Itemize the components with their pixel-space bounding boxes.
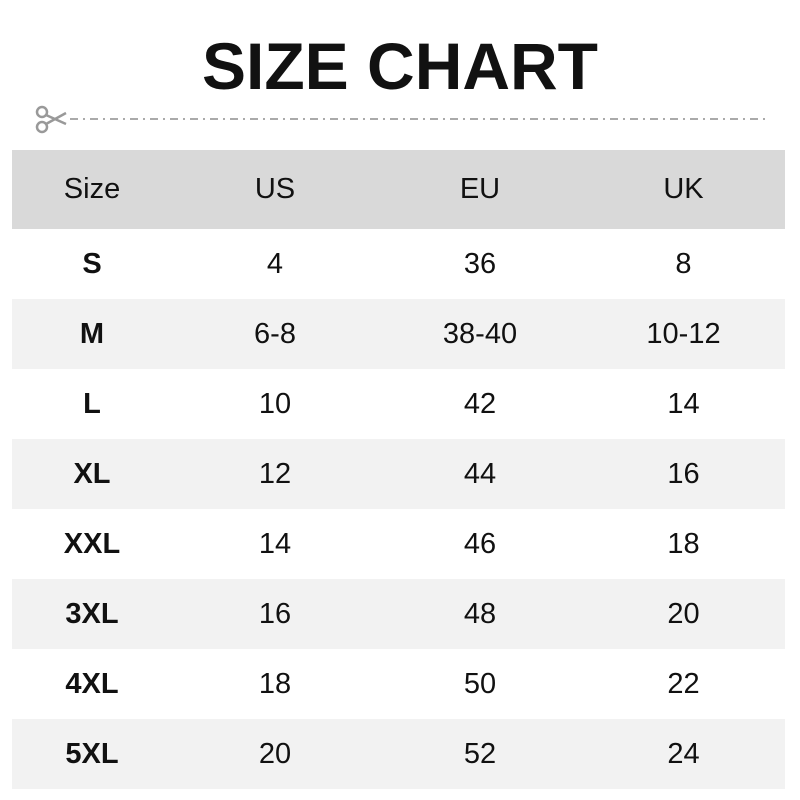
cell-uk: 24: [667, 737, 700, 770]
cell-us: 4: [266, 247, 284, 280]
table-row: L 10 42 14: [12, 369, 785, 439]
cell-us: 6-8: [254, 317, 296, 350]
cell-size: XXL: [63, 527, 121, 560]
scissors-icon: [35, 105, 67, 134]
cell-eu: 44: [463, 457, 497, 490]
header-uk: UK: [663, 173, 704, 205]
cell-uk: 22: [667, 667, 700, 700]
cell-eu: 46: [463, 527, 497, 560]
cell-size: XL: [73, 457, 111, 490]
cell-size: 4XL: [65, 667, 119, 700]
cell-us: 18: [258, 667, 292, 700]
cell-us: 12: [258, 457, 292, 490]
cell-size: L: [83, 387, 101, 420]
cell-us: 10: [258, 387, 292, 420]
size-table: Size US EU UK S 4 36 8 M 6-8 38-40 10-12 L 10 42 14…: [12, 150, 785, 789]
cell-size: M: [79, 317, 105, 350]
table-row: M 6-8 38-40 10-12: [12, 299, 785, 369]
table-row: 3XL 16 48 20: [12, 579, 785, 649]
cell-eu: 48: [463, 597, 497, 630]
table-row: 4XL 18 50 22: [12, 649, 785, 719]
cell-eu: 36: [463, 247, 497, 280]
cell-uk: 18: [667, 527, 700, 560]
cell-eu: 52: [463, 737, 497, 770]
cell-uk: 8: [675, 247, 692, 280]
cell-us: 20: [258, 737, 292, 770]
cell-uk: 20: [667, 597, 700, 630]
cell-eu: 38-40: [442, 317, 518, 350]
header-us: US: [254, 173, 296, 205]
page-title: SIZE CHART: [202, 29, 598, 103]
header-eu: EU: [459, 173, 501, 205]
cell-uk: 14: [667, 387, 700, 420]
cut-line: [35, 105, 769, 134]
cell-uk: 16: [667, 457, 700, 490]
cell-size: 5XL: [65, 737, 119, 770]
table-header: Size US EU UK: [12, 150, 785, 229]
table-row: S 4 36 8: [12, 229, 785, 299]
header-size: Size: [63, 173, 121, 205]
cell-us: 14: [258, 527, 292, 560]
cell-size: S: [82, 247, 102, 280]
cell-uk: 10-12: [646, 317, 721, 350]
table-row: XXL 14 46 18: [12, 509, 785, 579]
cell-us: 16: [258, 597, 292, 630]
cell-eu: 50: [463, 667, 497, 700]
table-row: 5XL 20 52 24: [12, 719, 785, 789]
table-row: XL 12 44 16: [12, 439, 785, 509]
cell-size: 3XL: [65, 597, 119, 630]
cell-eu: 42: [463, 387, 497, 420]
